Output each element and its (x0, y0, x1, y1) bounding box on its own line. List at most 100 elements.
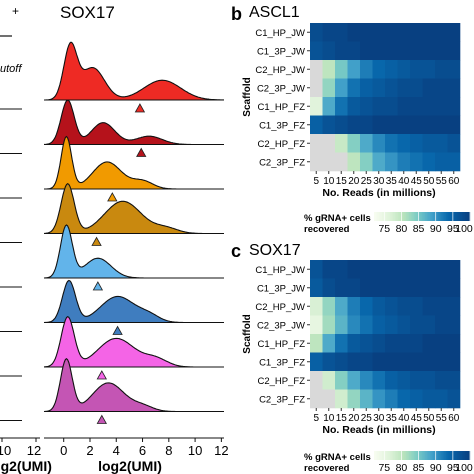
legend-mark: + (12, 4, 19, 18)
cutoff-marker (92, 281, 104, 291)
cutoff-marker (107, 192, 118, 202)
colorbar-segment (404, 212, 407, 221)
ridge-x-ticks: 0 2 4 6 8 10 12 (60, 438, 229, 458)
heatmap-cell (397, 334, 411, 353)
heatmap-cell (410, 23, 423, 42)
heatmap-cell (360, 115, 373, 135)
colorbar-title: recovered (304, 463, 350, 474)
colorbar-segment (402, 451, 405, 460)
heatmap-cell (410, 371, 423, 390)
colorbar-segment (436, 451, 439, 460)
colorbar-segment (457, 451, 460, 460)
colorbar-segment (414, 451, 416, 460)
col-label: 5 (313, 176, 319, 187)
col-label: 60 (448, 176, 460, 187)
colorbar-segment (438, 451, 440, 460)
colorbar-segment (425, 212, 428, 221)
colorbar-tick-label: 95 (447, 462, 459, 474)
heatmap-cell (397, 78, 411, 98)
colorbar-segment (428, 212, 431, 221)
heatmap-cell (422, 371, 436, 390)
heatmap-cell (385, 334, 398, 353)
col-label: 35 (386, 176, 398, 187)
colorbar-segment (466, 212, 469, 221)
y-axis-title: Scaffold (242, 77, 253, 116)
colorbar-segment (401, 451, 404, 460)
heatmap-cell (385, 315, 398, 335)
left-partial-panel: + utoff 10 12 log2(UMI) (0, 4, 52, 474)
heatmap-cell (435, 371, 448, 390)
col-label: 30 (373, 176, 385, 187)
ridge-x-tick-label: 10 (188, 443, 202, 458)
heatmap-cell (447, 60, 461, 79)
colorbar-tick-label: 80 (396, 223, 408, 235)
colorbar-segment (468, 212, 471, 221)
colorbar-segment (402, 212, 405, 221)
heatmap-cell (410, 334, 423, 353)
col-label: 20 (348, 176, 360, 187)
ridge-outline (44, 41, 224, 101)
heatmap-cell (360, 297, 373, 316)
heatmap-cell (360, 371, 373, 390)
heatmap-cell (435, 23, 448, 42)
heatmap-cell (347, 371, 361, 390)
col-label: 45 (411, 413, 423, 424)
heatmap-cell (347, 97, 361, 116)
colorbar-segment (377, 451, 380, 460)
heatmap-cell (360, 78, 373, 98)
colorbar-segment (382, 451, 384, 460)
heatmap-cell (335, 115, 348, 135)
heatmap-cell (347, 23, 361, 42)
heatmap-cell (360, 41, 373, 61)
heatmap-cell (447, 297, 461, 316)
colorbar-segment (431, 212, 434, 221)
heatmap-cell (347, 78, 361, 98)
heatmap-cell (335, 134, 348, 153)
ridge-title: SOX17 (60, 3, 115, 22)
col-label: 55 (436, 413, 448, 424)
heatmap-cell (347, 315, 361, 335)
heatmap-cell (385, 389, 398, 409)
heatmap-cell (335, 23, 348, 42)
heatmap-title-b: ASCL1 (249, 4, 300, 21)
col-label: 20 (348, 413, 360, 424)
colorbar-segment (396, 451, 399, 460)
heatmap-cell (310, 78, 323, 98)
heatmap-cell (435, 297, 448, 316)
heatmap-cell (335, 60, 348, 79)
heatmap-cell (322, 97, 336, 116)
heatmap-cell (335, 315, 348, 335)
colorbar-tick-label: 100 (455, 223, 473, 235)
colorbar-segment (377, 212, 380, 221)
heatmap-cell (410, 352, 423, 372)
colorbar-segment (398, 451, 400, 460)
heatmap-cell (360, 260, 373, 279)
colorbar-segment (460, 212, 463, 221)
heatmap-cell (422, 260, 436, 279)
cutoff-marker (136, 147, 147, 157)
row-label: C1_3P_JW (257, 283, 305, 294)
col-label: 50 (423, 413, 435, 424)
heatmap-cell (397, 134, 411, 153)
heatmap-cell (435, 278, 448, 298)
cutoff-marker (134, 103, 146, 113)
heatmap-cell (310, 334, 323, 353)
row-label: C2_3P_FZ (259, 157, 305, 168)
left-tick-label: 12 (27, 443, 41, 458)
row-label: C1_3P_FZ (259, 120, 305, 131)
heatmap-cell (385, 78, 398, 98)
heatmap-cell (322, 352, 336, 372)
row-label: C1_HP_JW (255, 265, 305, 276)
colorbar-segment (414, 212, 416, 221)
heatmap-cell (435, 41, 448, 61)
colorbar-title: % gRNA+ cells (304, 452, 371, 463)
col-label: 40 (398, 413, 410, 424)
colorbar-tick-label: 85 (413, 223, 425, 235)
colorbar-segment (394, 212, 397, 221)
heatmap-cell (310, 152, 323, 172)
colorbar-segment (452, 451, 455, 460)
heatmap-cell (385, 23, 398, 42)
panel-letter-b: b (231, 4, 242, 24)
heatmap-cell (322, 152, 336, 172)
colorbar-segment (375, 451, 378, 460)
